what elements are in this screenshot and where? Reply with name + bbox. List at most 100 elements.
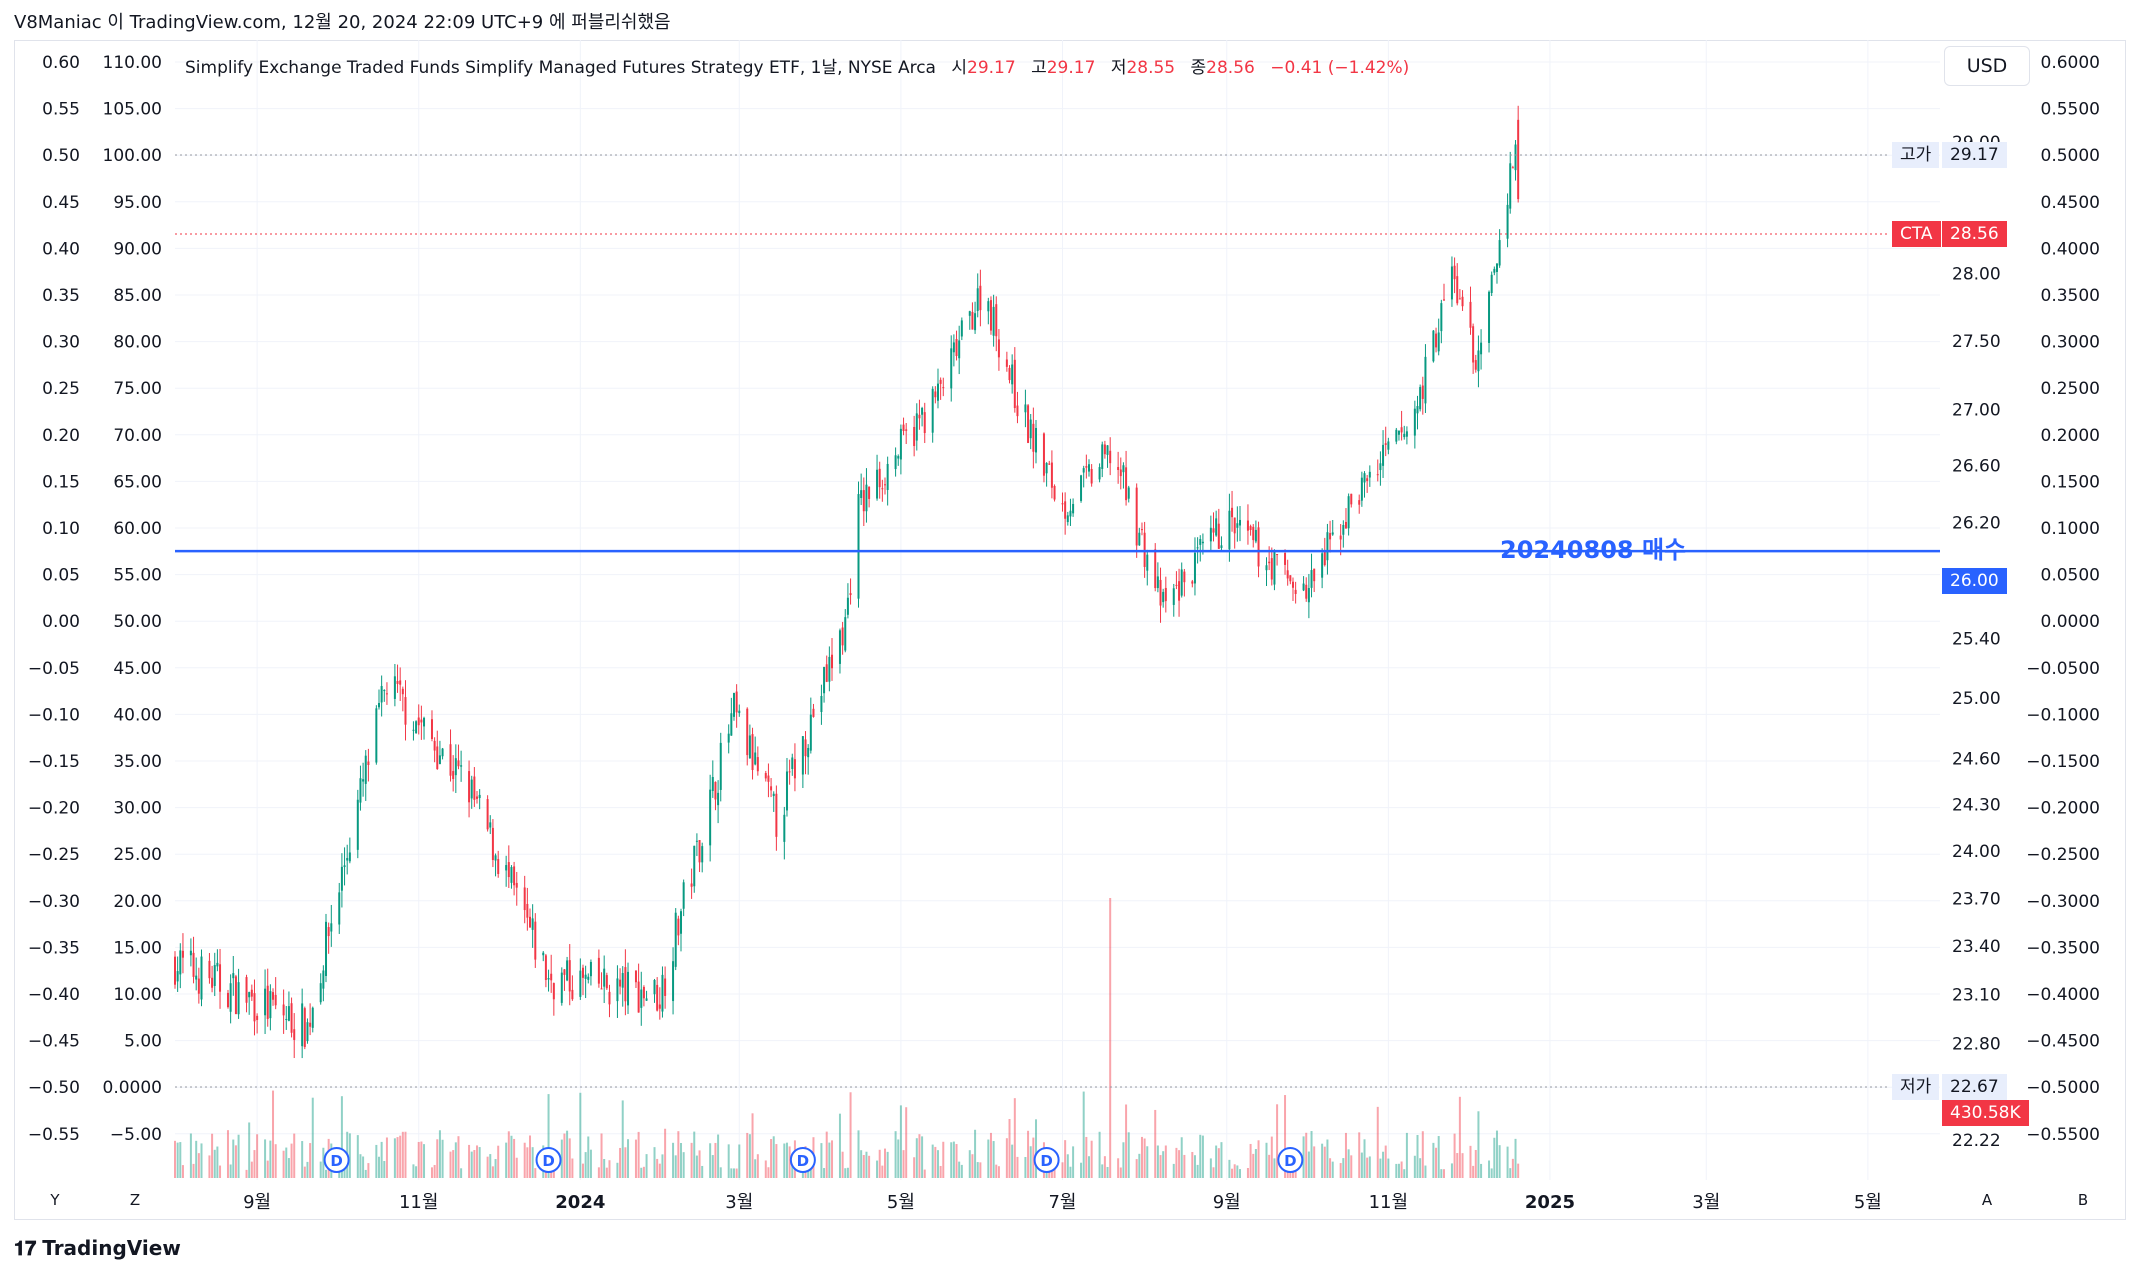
- candle-body: [1127, 487, 1130, 499]
- candle-body: [1215, 518, 1218, 536]
- log-scale-button[interactable]: B: [2077, 1191, 2089, 1209]
- volume-bar: [1085, 1136, 1088, 1178]
- volume-bar: [653, 1147, 656, 1178]
- candle-body: [664, 978, 667, 996]
- candle-body: [1400, 427, 1403, 433]
- volume-bar: [942, 1141, 945, 1178]
- auto-scale-button[interactable]: A: [1981, 1191, 1993, 1209]
- dividend-marker-label: D: [1284, 1152, 1296, 1170]
- volume-bar: [1498, 1145, 1501, 1178]
- candle-body: [436, 746, 439, 770]
- volume-bar: [897, 1139, 900, 1178]
- volume-bar: [844, 1168, 847, 1178]
- candle-body: [359, 778, 362, 803]
- volume-bar: [1514, 1138, 1517, 1178]
- candle-body: [250, 989, 253, 997]
- candle-body: [547, 978, 550, 980]
- price-axis-tick: 22.22: [1952, 1131, 2001, 1151]
- candle-body: [748, 735, 751, 759]
- candle-body: [1045, 462, 1048, 474]
- high-price-label: 고가: [1892, 142, 1940, 168]
- volume-bar: [1119, 1167, 1122, 1178]
- volume-bar: [913, 1157, 916, 1178]
- volume-bar: [1461, 1153, 1464, 1178]
- price-axis-tick: 23.70: [1952, 889, 2001, 909]
- candle-body: [1064, 501, 1067, 519]
- candle-body: [1329, 533, 1332, 540]
- left-axis-2-tick: 100.00: [103, 146, 162, 166]
- volume-bar: [438, 1130, 441, 1178]
- candle-body: [375, 708, 378, 763]
- candle-body: [605, 975, 608, 989]
- left-axis-2-tick: 65.00: [113, 472, 162, 492]
- candle-body: [825, 664, 828, 682]
- volume-bar: [838, 1113, 841, 1178]
- price-axis-tick: 23.40: [1952, 937, 2001, 957]
- candle-body: [1008, 367, 1011, 381]
- right-axis-2-tick: −0.5500: [2026, 1125, 2100, 1145]
- volume-bar: [825, 1131, 828, 1178]
- volume-bar: [383, 1161, 386, 1178]
- candle-body: [1514, 144, 1517, 171]
- candle-body: [1368, 471, 1371, 478]
- candle-body: [385, 693, 388, 695]
- candle-body: [272, 992, 275, 1000]
- volume-bar: [1342, 1158, 1345, 1178]
- instrument-name: Simplify Exchange Traded Funds Simplify …: [185, 58, 936, 78]
- volume-bar: [746, 1132, 749, 1178]
- candle-body: [1387, 441, 1390, 450]
- volume-bar: [1183, 1154, 1186, 1178]
- currency-button[interactable]: USD: [1944, 46, 2030, 86]
- candle-body: [809, 714, 812, 751]
- candle-body: [393, 676, 396, 699]
- right-axis-2-tick: −0.1000: [2026, 705, 2100, 725]
- volume-bar: [375, 1144, 378, 1178]
- candle-body: [1284, 553, 1287, 565]
- candle-body: [566, 960, 569, 981]
- candle-body: [510, 867, 513, 883]
- volume-bar: [396, 1137, 399, 1178]
- right-axis-2-tick: 0.1000: [2041, 519, 2100, 539]
- z-axis-button[interactable]: Z: [129, 1191, 141, 1209]
- volume-bar: [272, 1090, 275, 1178]
- buy-annotation[interactable]: 20240808 매수: [1500, 536, 1687, 564]
- candle-body: [1456, 276, 1459, 304]
- volume-bar: [1384, 1145, 1387, 1178]
- candle-body: [192, 952, 195, 977]
- volume-bar: [1135, 1159, 1138, 1178]
- volume-bar: [971, 1154, 974, 1178]
- candle-body: [449, 744, 452, 776]
- volume-bar: [1138, 1153, 1141, 1178]
- volume-bar: [1347, 1149, 1350, 1178]
- candle-body: [732, 692, 735, 717]
- right-axis-2-tick: 0.0000: [2041, 612, 2100, 632]
- candle-body: [934, 391, 937, 398]
- candle-body: [322, 970, 325, 989]
- price-axis-tick: 26.60: [1952, 457, 2001, 477]
- y-axis-button[interactable]: Y: [50, 1191, 60, 1209]
- volume-bar: [714, 1142, 717, 1178]
- volume-bar: [841, 1151, 844, 1178]
- volume-bar: [1265, 1142, 1268, 1178]
- volume-bar: [306, 1161, 309, 1178]
- right-axis-2-tick: −0.5000: [2026, 1078, 2100, 1098]
- volume-bar: [232, 1139, 235, 1178]
- candle-body: [568, 960, 571, 992]
- volume-bar: [1472, 1165, 1475, 1178]
- candle-body: [608, 991, 611, 1005]
- volume-bar: [597, 1167, 600, 1178]
- volume-bar: [1440, 1169, 1443, 1178]
- candle-body: [701, 846, 704, 863]
- candle-body: [1440, 303, 1443, 332]
- volume-bar: [976, 1162, 979, 1178]
- tradingview-brand[interactable]: 𝟏𝟕 TradingView: [14, 1236, 181, 1260]
- volume-bar: [868, 1155, 871, 1178]
- candle-body: [1268, 561, 1271, 564]
- candle-body: [1233, 517, 1236, 534]
- time-axis-tick: 9월: [243, 1192, 271, 1213]
- volume-bar: [902, 1150, 905, 1178]
- volume-bar: [563, 1133, 566, 1178]
- candle-body: [1276, 554, 1279, 556]
